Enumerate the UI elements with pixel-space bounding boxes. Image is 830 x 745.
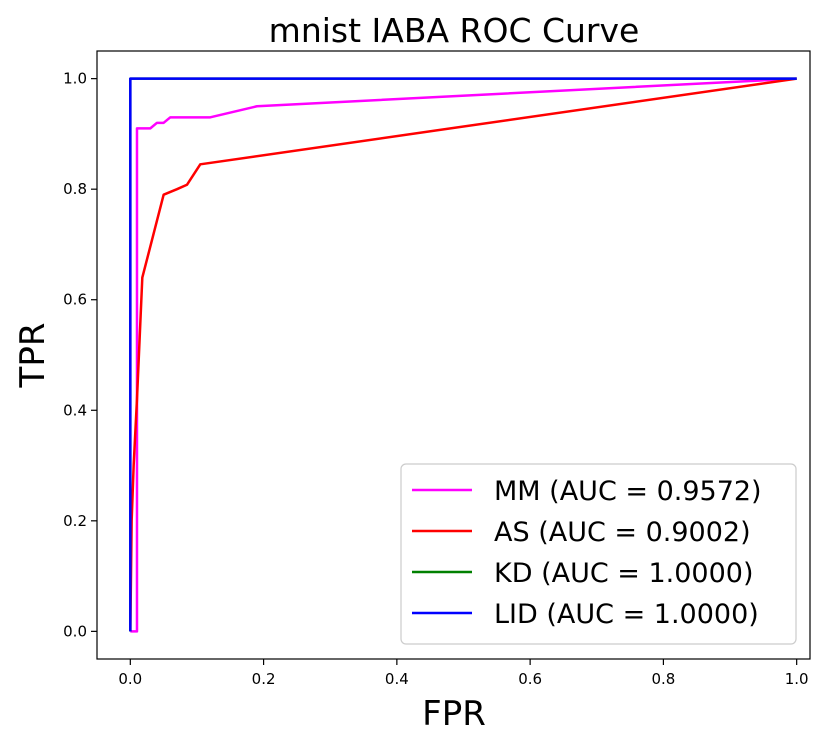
plot-lines <box>129 77 797 633</box>
plot-frame <box>96 50 811 660</box>
y-tick-label: 0.0 <box>63 622 87 640</box>
x-tick-label: 0.2 <box>252 670 276 688</box>
x-tick-label: 0.6 <box>518 670 542 688</box>
legend-label: KD (AUC = 1.0000) <box>494 558 754 589</box>
y-axis-title: TPR <box>13 323 53 389</box>
legend-items: MM (AUC = 0.9572) AS (AUC = 0.9002) KD (AU… <box>412 476 762 630</box>
legend-box <box>400 463 797 645</box>
legend-label: MM (AUC = 0.9572) <box>494 476 762 507</box>
y-tick-label: 1.0 <box>63 70 87 88</box>
y-tick-label: 0.2 <box>63 512 87 530</box>
series-line-as <box>129 77 797 632</box>
legend: MM (AUC = 0.9572) AS (AUC = 0.9002) KD (AU… <box>400 463 797 645</box>
legend-label: LID (AUC = 1.0000) <box>494 599 759 630</box>
y-tick-label: 0.6 <box>63 291 87 309</box>
x-tick-label: 0.4 <box>385 670 409 688</box>
x-axis-title: FPR <box>422 694 486 734</box>
chart-title: mnist IABA ROC Curve <box>269 11 640 50</box>
y-axis-ticks: 0.0 0.2 0.4 0.6 0.8 1.0 <box>63 70 97 640</box>
y-tick-label: 0.8 <box>63 180 87 198</box>
x-tick-label: 1.0 <box>785 670 809 688</box>
legend-label: AS (AUC = 0.9002) <box>494 517 751 548</box>
series-line-lid <box>129 77 797 632</box>
x-tick-label: 0.8 <box>651 670 675 688</box>
y-tick-label: 0.4 <box>63 401 87 419</box>
x-axis-ticks: 0.0 0.2 0.4 0.6 0.8 1.0 <box>118 659 809 688</box>
series-line-mm <box>130 77 797 633</box>
x-tick-label: 0.0 <box>118 670 142 688</box>
